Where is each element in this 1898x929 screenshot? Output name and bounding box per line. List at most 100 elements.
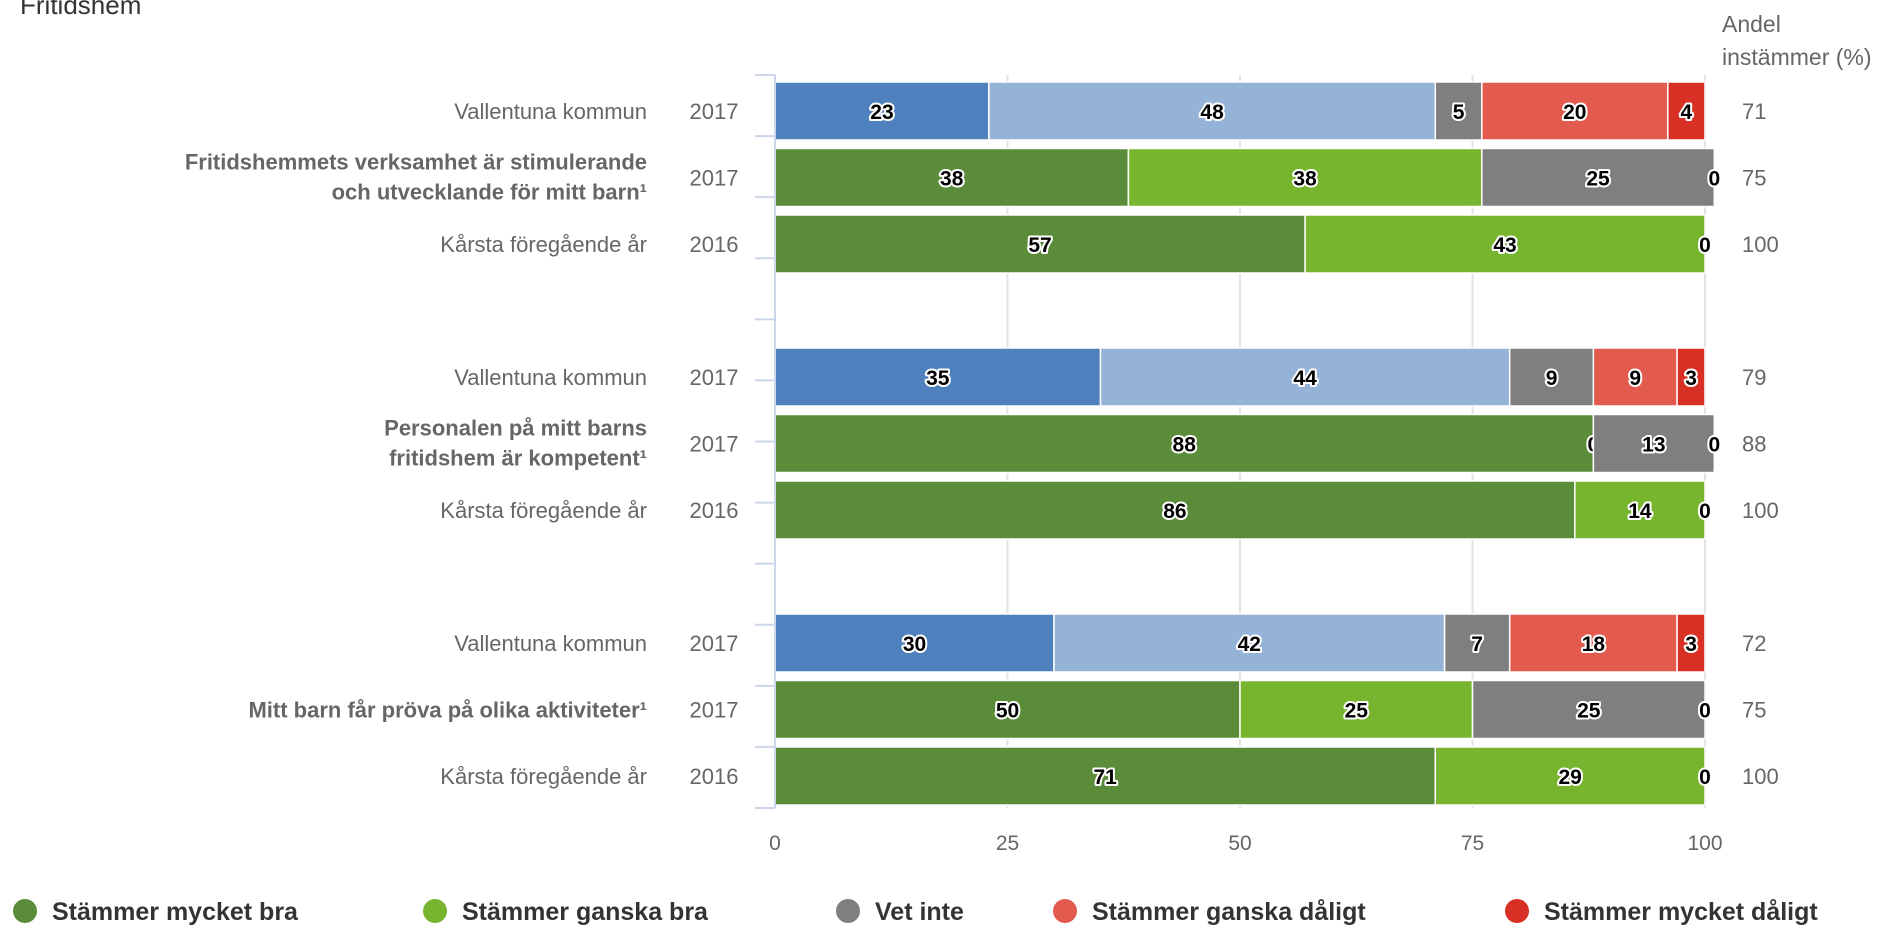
row-year: 2017 — [690, 631, 739, 656]
bar-segment — [1304, 214, 1706, 274]
row-share: 75 — [1742, 166, 1766, 191]
row-label: Kårsta föregående år — [440, 232, 647, 257]
row-label: Kårsta föregående år — [440, 498, 647, 523]
x-tick-label: 0 — [769, 832, 781, 855]
data-label: 18 — [1582, 633, 1606, 656]
row-label: Vallentuna kommun — [454, 365, 647, 390]
row-share: 79 — [1742, 365, 1766, 390]
bar-segment — [1574, 480, 1706, 540]
data-label: 25 — [1586, 168, 1610, 191]
row-share: 75 — [1742, 698, 1766, 723]
bar-segment — [988, 81, 1437, 141]
data-label: 29 — [1558, 766, 1581, 789]
data-label: 43 — [1493, 234, 1516, 257]
data-label: 0 — [1699, 766, 1711, 789]
question-label: Fritidshemmets verksamhet är stimulerand… — [185, 150, 647, 175]
row-year: 2016 — [690, 232, 739, 257]
row-share: 100 — [1742, 764, 1779, 789]
data-label: 42 — [1238, 633, 1261, 656]
data-label: 3 — [1685, 367, 1697, 390]
legend-label: Stämmer ganska dåligt — [1092, 898, 1366, 926]
bar-segment — [1676, 613, 1706, 673]
bar-segment — [1667, 81, 1706, 141]
row-share: 100 — [1742, 232, 1779, 257]
data-label: 38 — [1293, 168, 1317, 191]
row-year: 2017 — [690, 365, 739, 390]
data-label: 9 — [1546, 367, 1558, 390]
question-label: fritidshem är kompetent¹ — [389, 446, 647, 471]
bar-segment — [774, 480, 1576, 540]
row-share: 88 — [1742, 432, 1766, 457]
data-label: 13 — [1642, 434, 1665, 457]
bar-segment — [1481, 81, 1669, 141]
bar-segment — [1434, 81, 1483, 141]
data-label: 25 — [1577, 700, 1601, 723]
bar-segment — [1239, 679, 1474, 740]
bar-segment — [1592, 347, 1678, 407]
data-label: 25 — [1345, 700, 1369, 723]
data-label: 7 — [1471, 633, 1483, 656]
question-label: Mitt barn får pröva på olika aktiviteter… — [248, 698, 647, 723]
legend-label: Stämmer mycket dåligt — [1544, 898, 1818, 926]
row-share: 72 — [1742, 631, 1766, 656]
row-year: 2016 — [690, 498, 739, 523]
bar-segment — [1481, 147, 1716, 208]
row-share: 71 — [1742, 99, 1766, 124]
row-year: 2017 — [690, 166, 739, 191]
data-label: 9 — [1629, 367, 1641, 390]
bar-segment — [1099, 347, 1511, 407]
bar-segment — [1508, 347, 1595, 407]
data-label: 3 — [1685, 633, 1697, 656]
data-label: 4 — [1681, 101, 1693, 124]
bar-segment — [1592, 413, 1716, 474]
legend-marker — [1505, 899, 1529, 923]
data-label: 44 — [1293, 367, 1317, 390]
data-label: 0 — [1699, 700, 1711, 723]
share-header-line-1: Andel — [1722, 11, 1781, 37]
row-share: 100 — [1742, 498, 1779, 523]
data-label: 0 — [1699, 500, 1711, 523]
row-year: 2017 — [690, 99, 739, 124]
bar-segment — [774, 81, 990, 141]
legend-label: Stämmer ganska bra — [462, 898, 709, 926]
data-label: 71 — [1093, 766, 1117, 789]
legend-label: Vet inte — [875, 898, 964, 926]
bar-segment — [1434, 746, 1706, 806]
legend-marker — [13, 899, 37, 923]
row-labels-layer: Vallentuna kommun 2017 71 Fritidshemmets ve… — [185, 99, 1779, 789]
data-label: 20 — [1563, 101, 1586, 124]
data-label: 38 — [940, 168, 964, 191]
bar-segment — [1676, 347, 1706, 407]
legend-marker — [1053, 899, 1077, 923]
data-label: 35 — [926, 367, 950, 390]
chart-title: Fritidshem — [20, 0, 141, 20]
row-year: 2016 — [690, 764, 739, 789]
data-label: 88 — [1173, 434, 1197, 457]
data-label: 57 — [1028, 234, 1051, 257]
data-label: 14 — [1628, 500, 1652, 523]
row-label: Vallentuna kommun — [454, 631, 647, 656]
data-label: 23 — [870, 101, 893, 124]
row-label: Vallentuna kommun — [454, 99, 647, 124]
data-label: 0 — [1708, 434, 1720, 457]
x-tick-label: 25 — [996, 832, 1019, 855]
x-axis: 0 25 50 75 100 — [755, 74, 1723, 855]
x-tick-label: 75 — [1461, 832, 1484, 855]
row-year: 2017 — [690, 698, 739, 723]
data-label: 86 — [1163, 500, 1186, 523]
bar-segment — [774, 214, 1306, 274]
legend-marker — [423, 899, 447, 923]
row-label: Kårsta föregående år — [440, 764, 647, 789]
x-tick-label: 100 — [1687, 832, 1722, 855]
share-header-line-2: instämmer (%) — [1722, 44, 1872, 70]
data-label: 50 — [996, 700, 1019, 723]
legend-label: Stämmer mycket bra — [52, 898, 299, 926]
row-year: 2017 — [690, 432, 739, 457]
legend: Stämmer mycket bra Stämmer ganska bra Vet … — [13, 898, 1818, 926]
question-label: Personalen på mitt barns — [384, 416, 647, 441]
x-tick-label: 50 — [1228, 832, 1251, 855]
bar-segment — [1471, 679, 1706, 740]
bar-segment — [1053, 613, 1446, 673]
data-label: 5 — [1453, 101, 1465, 124]
